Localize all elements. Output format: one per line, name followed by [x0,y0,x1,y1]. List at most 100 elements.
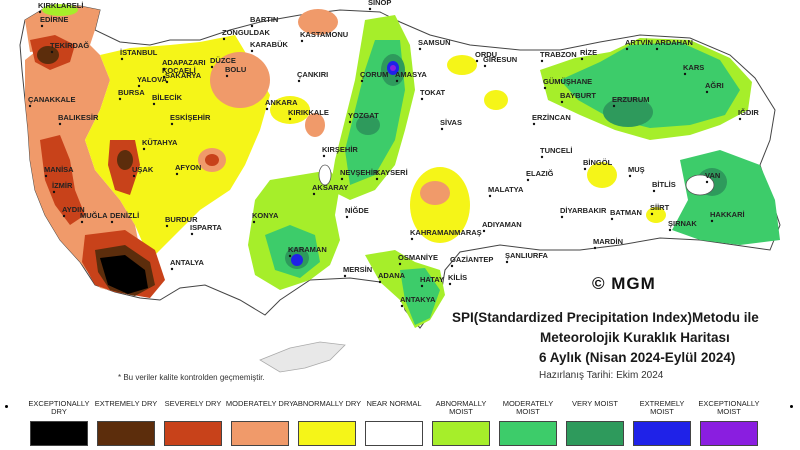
city-label: MARDİN [593,237,623,246]
city-label: ADIYAMAN [482,220,522,229]
legend-swatch [700,421,758,446]
bingol-dry [587,162,617,188]
city-marker [265,107,269,111]
city-marker [505,260,509,264]
city-marker [80,220,84,224]
city-marker [540,155,544,159]
city-marker [38,10,42,14]
city-label: BATMAN [610,208,642,217]
city-label: ERZİNCAN [532,113,571,122]
city-label: ZONGULDAK [222,28,270,37]
city-label: MERSİN [343,265,372,274]
city-label: DENİZLİ [110,211,139,220]
city-marker [162,75,166,79]
kahramanmaras-mod-dry [420,181,450,205]
ordu-dry [484,90,508,110]
legend: EXCEPTIONALLY DRY EXTREMELY DRY SEVERELY… [24,400,784,450]
city-label: MANİSA [44,165,74,174]
city-marker [655,47,659,51]
city-label: ANTAKYA [400,295,436,304]
city-label: GİRESUN [483,55,517,64]
city-marker [250,49,254,53]
bolu-dry [210,52,270,108]
siirt-dry [646,207,666,223]
title-block: SPI(Standardized Precipitation Index)Met… [452,310,797,381]
legend-label: EXCEPTIONALLY MOIST [698,399,760,416]
title-line-3: 6 Aylık (Nisan 2024-Eylül 2024) [539,350,736,365]
city-marker [650,212,654,216]
city-label: ŞIRNAK [668,219,697,228]
city-label: ÇANKIRI [297,70,328,79]
city-label: KIRŞEHİR [322,145,358,154]
city-marker [28,104,32,108]
city-marker [348,120,352,124]
yozgat-very-moist [356,115,380,135]
city-label: KARAMAN [288,245,327,254]
legend-label: EXTREMELY DRY [94,399,158,408]
city-marker [165,80,169,84]
city-marker [612,104,616,108]
west-moderately-dry [25,35,150,295]
city-marker [225,74,229,78]
city-marker [652,189,656,193]
city-label: ANTALYA [170,258,204,267]
mgm-logo: © MGM [592,274,656,293]
city-marker [705,90,709,94]
city-marker [625,47,629,51]
tekirdag-extreme [37,46,59,64]
city-marker [668,228,672,232]
city-marker [62,214,66,218]
legend-item: SEVERELY DRY [158,400,228,446]
legend-swatch [566,421,624,446]
city-marker [532,122,536,126]
legend-item: EXCEPTIONALLY MOIST [694,400,764,446]
city-label: ANKARA [265,98,298,107]
city-label: KARS [683,63,704,72]
city-marker [50,50,54,54]
city-marker [345,215,349,219]
city-marker [222,37,226,41]
city-label: BOLU [225,65,246,74]
legend-item: MODERATELY DRY [225,400,295,446]
city-label: IĞDIR [738,108,759,117]
city-label: ARTVİN [625,38,653,47]
city-marker [190,232,194,236]
city-label: MUĞLA [80,211,108,220]
hatay-moderate-moist [400,268,440,325]
city-marker [705,180,709,184]
title-line-4: Hazırlanış Tarihi: Ekim 2024 [539,370,664,381]
city-marker [58,122,62,126]
city-marker [738,117,742,121]
city-marker [137,84,141,88]
city-label: HATAY [420,275,444,284]
legend-label: VERY MOIST [572,399,618,408]
city-label: KÜTAHYA [142,138,178,147]
city-label: KAYSERİ [375,168,408,177]
city-label: DÜZCE [210,56,236,65]
city-marker [583,167,587,171]
city-label: ELAZIĞ [526,169,554,178]
city-marker [132,174,136,178]
city-marker [418,47,422,51]
legend-item: VERY MOIST [560,400,630,446]
legend-swatch [499,421,557,446]
city-label: NİĞDE [345,206,369,215]
city-marker [483,64,487,68]
city-label: OSMANİYE [398,253,438,262]
city-label: KİLİS [448,273,467,282]
city-marker [52,190,56,194]
legend-swatch [633,421,691,446]
city-label: TUNCELİ [540,146,573,155]
city-label: YOZGAT [348,111,379,120]
city-marker [482,229,486,233]
usak-extreme [117,150,133,170]
city-marker [488,194,492,198]
kirikkale-dry [305,113,325,137]
city-marker [475,59,479,63]
city-label: ERZURUM [612,95,650,104]
kastamonu-dry [298,9,338,35]
legend-item: EXTREMELY MOIST [627,400,697,446]
city-marker [398,262,402,266]
legend-swatch [97,421,155,446]
city-label: AMASYA [395,70,427,79]
